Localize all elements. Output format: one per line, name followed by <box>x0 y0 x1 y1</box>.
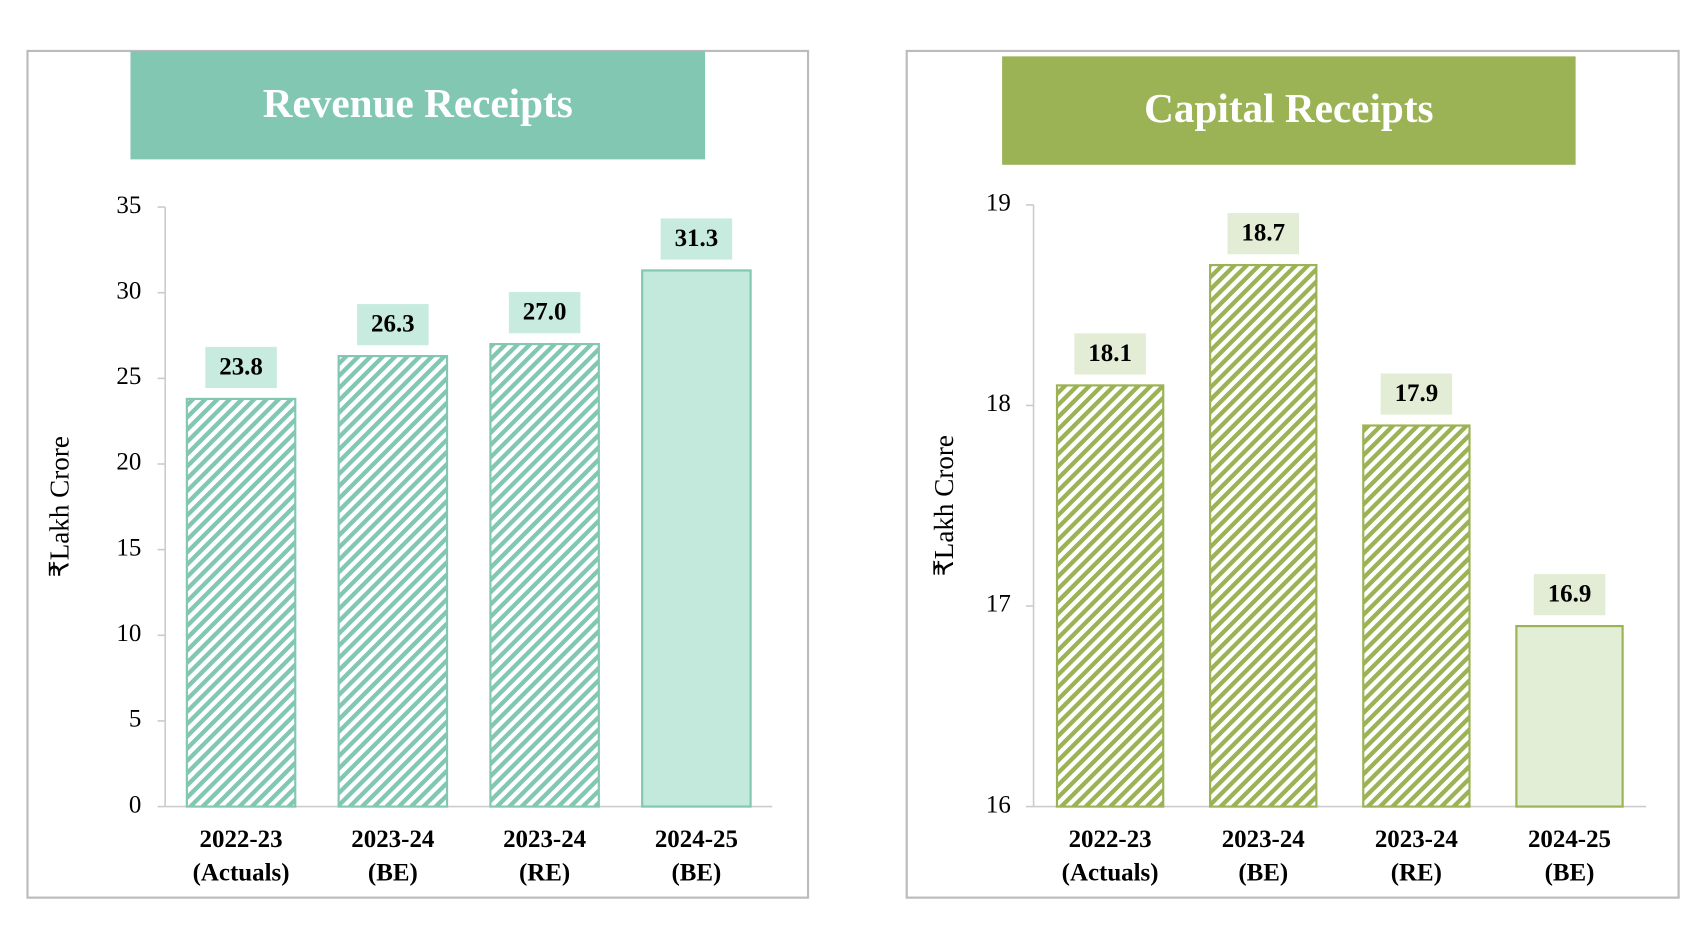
bar <box>1209 263 1318 808</box>
x-tick-label: 2024-25 <box>655 826 738 853</box>
chart-title: Revenue Receipts <box>263 80 573 126</box>
x-tick-label: 2023-24 <box>1375 826 1458 853</box>
y-tick-label: 0 <box>129 791 141 818</box>
value-label: 18.1 <box>1088 340 1132 367</box>
x-tick-label: (RE) <box>519 860 570 887</box>
x-tick-label: 2023-24 <box>1222 826 1305 853</box>
y-tick-label: 35 <box>116 192 141 219</box>
x-tick-label: 2024-25 <box>1528 826 1611 853</box>
bar <box>641 269 752 808</box>
x-tick-label: (BE) <box>671 860 721 887</box>
x-tick-label: (BE) <box>1238 860 1288 887</box>
bar <box>1362 424 1471 808</box>
y-tick-label: 17 <box>986 591 1011 618</box>
x-tick-label: (Actuals) <box>193 860 290 887</box>
y-tick-label: 5 <box>129 706 141 733</box>
y-axis-label: ₹Lakh Crore <box>44 436 74 577</box>
y-tick-label: 19 <box>986 190 1011 217</box>
value-label-box <box>357 304 429 346</box>
chart-title: Capital Receipts <box>1144 85 1433 131</box>
bar <box>489 343 600 808</box>
value-label-box <box>1074 333 1146 375</box>
y-tick-label: 25 <box>116 363 141 390</box>
value-label-box <box>660 218 733 260</box>
x-tick-label: (Actuals) <box>1062 860 1159 887</box>
value-label: 27.0 <box>523 298 567 325</box>
y-tick-label: 16 <box>986 791 1011 818</box>
value-label: 16.9 <box>1548 580 1592 607</box>
x-tick-label: (BE) <box>368 860 418 887</box>
title-box <box>130 50 706 160</box>
value-label-box <box>205 346 277 389</box>
value-label-box <box>1533 574 1606 616</box>
panel <box>905 49 1680 899</box>
y-tick-label: 15 <box>116 534 141 561</box>
value-label: 31.3 <box>675 225 719 252</box>
x-tick-label: 2023-24 <box>351 826 434 853</box>
y-tick-label: 20 <box>116 449 141 476</box>
x-tick-label: (BE) <box>1545 860 1595 887</box>
y-tick-label: 18 <box>986 390 1011 417</box>
title-box <box>1002 56 1576 165</box>
y-tick-label: 10 <box>116 620 141 647</box>
value-label: 17.9 <box>1395 380 1439 407</box>
bar <box>337 355 449 808</box>
bar <box>185 397 297 808</box>
x-tick-label: 2022-23 <box>1069 826 1152 853</box>
value-label-box <box>1227 213 1300 255</box>
x-tick-label: (RE) <box>1391 860 1442 887</box>
value-label-box <box>508 292 581 334</box>
bar <box>1515 624 1624 808</box>
value-label: 18.7 <box>1241 219 1285 246</box>
value-label: 23.8 <box>219 353 263 380</box>
y-tick-label: 30 <box>116 277 141 304</box>
y-axis-label: ₹Lakh Crore <box>929 435 959 576</box>
x-tick-label: 2022-23 <box>200 826 283 853</box>
value-label-box <box>1380 373 1453 415</box>
bar <box>1055 384 1165 808</box>
value-label: 26.3 <box>371 310 415 337</box>
x-tick-label: 2023-24 <box>503 826 586 853</box>
